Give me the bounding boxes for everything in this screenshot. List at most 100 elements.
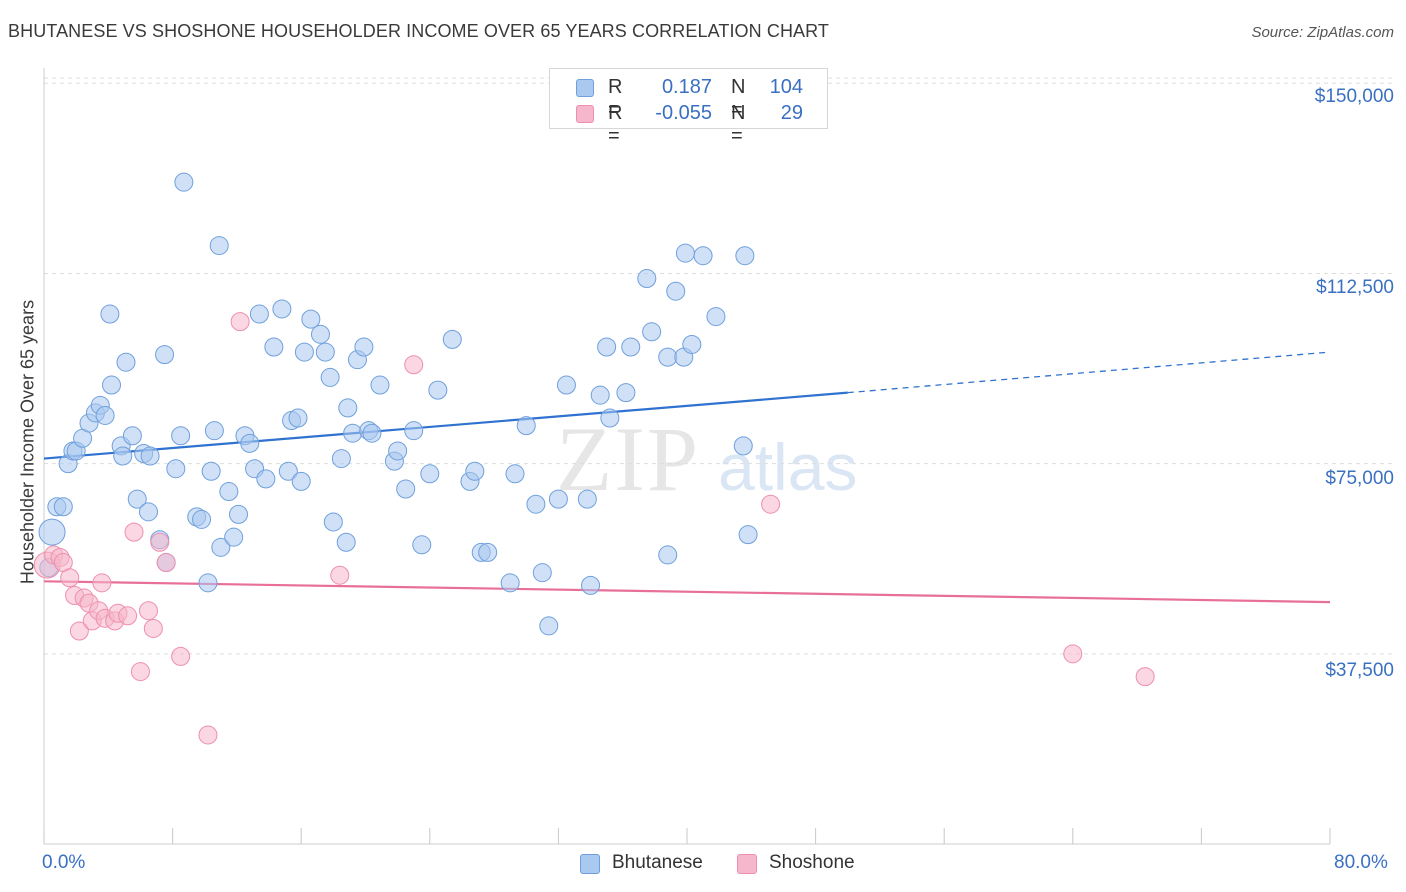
bhutanese-swatch-icon xyxy=(576,79,594,97)
bhutanese-point xyxy=(600,408,620,428)
bhutanese-point xyxy=(388,441,408,461)
legend-label: Shoshone xyxy=(769,852,855,873)
bhutanese-point xyxy=(706,307,726,327)
bhutanese-point xyxy=(229,504,249,524)
bhutanese-point xyxy=(370,375,390,395)
x-tick-label: 0.0% xyxy=(42,852,86,873)
bhutanese-point xyxy=(323,512,343,532)
bhutanese-point xyxy=(658,347,678,367)
bhutanese-point xyxy=(174,172,194,192)
bhutanese-point xyxy=(166,459,186,479)
bhutanese-point xyxy=(412,535,432,555)
bhutanese-point xyxy=(116,352,136,372)
bhutanese-point xyxy=(264,337,284,357)
bhutanese-point xyxy=(240,433,260,453)
bhutanese-point xyxy=(526,494,546,514)
shoshone-swatch-icon xyxy=(576,105,594,123)
bhutanese-swatch-icon xyxy=(580,854,600,874)
bhutanese-point xyxy=(315,342,335,362)
bhutanese-trend-extension xyxy=(847,351,1331,394)
bhutanese-point xyxy=(733,436,753,456)
y-tick-label: $75,000 xyxy=(1325,468,1394,489)
bhutanese-point xyxy=(336,532,356,552)
shoshone-point xyxy=(143,618,163,638)
source-credit: Source: ZipAtlas.com xyxy=(1251,24,1394,41)
shoshone-point xyxy=(138,601,158,621)
bhutanese-point xyxy=(100,304,120,324)
bhutanese-point xyxy=(658,545,678,565)
shoshone-point xyxy=(171,646,191,666)
shoshone-point xyxy=(118,606,138,626)
r-label: R = xyxy=(608,102,623,147)
shoshone-point xyxy=(130,662,150,682)
bhutanese-point xyxy=(95,405,115,425)
bhutanese-point xyxy=(102,375,122,395)
bhutanese-point xyxy=(682,334,702,354)
correlation-legend: R = 0.187 N = 104 R = -0.055 N = 29 xyxy=(549,68,828,147)
bhutanese-point xyxy=(192,509,212,529)
bhutanese-point xyxy=(428,380,448,400)
r-value: 0.187 xyxy=(661,76,712,98)
bhutanese-point xyxy=(171,426,191,446)
bhutanese-point xyxy=(362,423,382,443)
bhutanese-point xyxy=(209,236,229,256)
bhutanese-point xyxy=(288,408,308,428)
shoshone-point xyxy=(150,532,170,552)
bhutanese-point xyxy=(354,337,374,357)
bhutanese-point xyxy=(621,337,641,357)
bhutanese-point xyxy=(211,537,231,557)
bhutanese-trend-line xyxy=(43,391,848,460)
bhutanese-point xyxy=(738,525,758,545)
bhutanese-point xyxy=(442,329,462,349)
bhutanese-point xyxy=(278,461,298,481)
bhutanese-point xyxy=(249,304,269,324)
bhutanese-point xyxy=(140,446,160,466)
bhutanese-point xyxy=(138,502,158,522)
shoshone-point xyxy=(156,553,176,573)
y-tick-label: $112,500 xyxy=(1316,277,1394,298)
shoshone-point xyxy=(1135,667,1155,687)
shoshone-point xyxy=(92,573,112,593)
bhutanese-point xyxy=(478,542,498,562)
shoshone-point xyxy=(69,621,89,641)
bhutanese-point xyxy=(294,342,314,362)
bhutanese-point xyxy=(590,385,610,405)
bhutanese-point xyxy=(198,573,218,593)
legend-label: Bhutanese xyxy=(612,852,703,873)
bhutanese-point xyxy=(338,398,358,418)
watermark-zip: ZIP xyxy=(556,408,700,510)
chart-title: BHUTANESE VS SHOSHONE HOUSEHOLDER INCOME… xyxy=(8,21,830,41)
bhutanese-point xyxy=(272,299,292,319)
bhutanese-point xyxy=(735,246,755,266)
shoshone-point xyxy=(330,565,350,585)
bhutanese-point xyxy=(581,575,601,595)
bhutanese-point xyxy=(597,337,617,357)
bhutanese-point xyxy=(127,489,147,509)
bhutanese-point xyxy=(675,243,695,263)
bhutanese-point xyxy=(548,489,568,509)
bhutanese-point xyxy=(404,421,424,441)
shoshone-point xyxy=(761,494,781,514)
bhutanese-point xyxy=(201,461,221,481)
bhutanese-point xyxy=(204,421,224,441)
bhutanese-point xyxy=(637,269,657,289)
shoshone-trend-line xyxy=(43,580,1331,604)
bhutanese-point xyxy=(642,322,662,342)
bhutanese-point xyxy=(38,518,66,546)
shoshone-point xyxy=(404,355,424,375)
bhutanese-point xyxy=(301,309,321,329)
shoshone-point xyxy=(1063,644,1083,664)
x-tick-label: 80.0% xyxy=(1334,852,1388,873)
bhutanese-point xyxy=(224,527,244,547)
r-value: -0.055 xyxy=(655,102,712,124)
bhutanese-point xyxy=(420,464,440,484)
bhutanese-point xyxy=(53,497,73,517)
shoshone-point xyxy=(60,568,80,588)
n-label: N = xyxy=(731,76,746,121)
r-label: R = xyxy=(608,76,623,121)
shoshone-point xyxy=(198,725,218,745)
bhutanese-point xyxy=(155,345,175,365)
y-tick-label: $150,000 xyxy=(1314,86,1394,107)
bhutanese-point xyxy=(532,563,552,583)
bhutanese-point xyxy=(219,482,239,502)
